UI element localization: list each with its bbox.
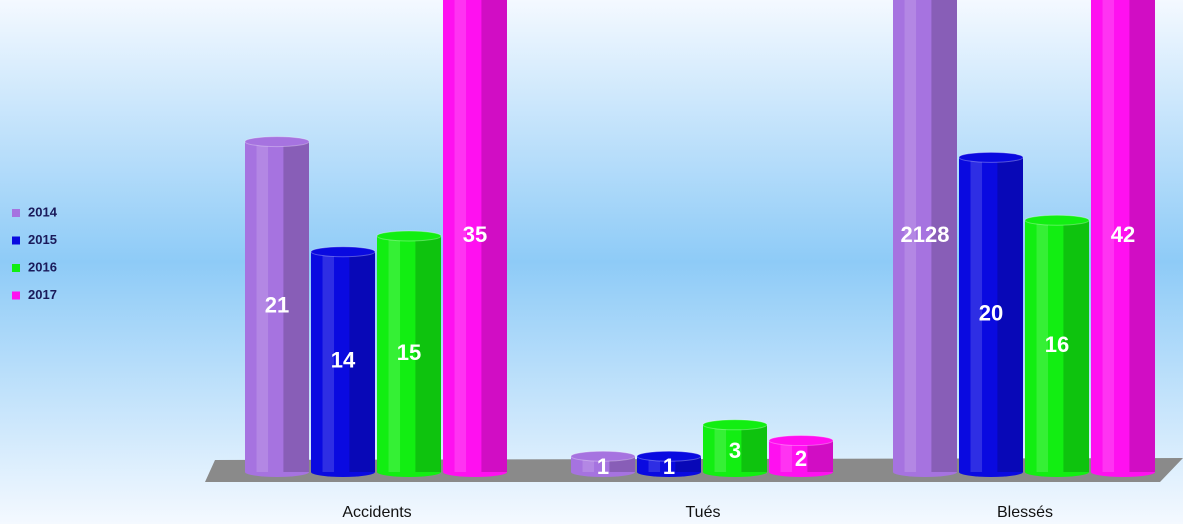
bar <box>1091 0 1155 472</box>
legend-swatch <box>12 236 20 245</box>
bar-shade <box>349 251 375 472</box>
bar-cap <box>570 450 636 462</box>
data-label: 3 <box>729 438 741 463</box>
bar <box>959 157 1023 473</box>
bar <box>245 141 309 472</box>
bar-shine <box>780 440 793 472</box>
legend-swatch <box>12 291 20 300</box>
bar <box>703 424 767 472</box>
legend-swatch <box>12 209 20 217</box>
bar-shine <box>1036 220 1049 472</box>
bar <box>377 236 441 472</box>
bar-shade <box>415 236 441 472</box>
bar <box>1025 220 1089 472</box>
bar-shade <box>1129 0 1155 472</box>
bar-shade <box>997 157 1023 473</box>
data-label: 21 <box>265 293 289 318</box>
bar-shade <box>1063 220 1089 472</box>
bar-shine <box>322 251 335 472</box>
bar-cap <box>310 246 376 258</box>
x-tick-label: Blessés <box>997 504 1053 521</box>
bar <box>893 0 957 472</box>
bar-cap <box>244 136 310 148</box>
bar-shine <box>1102 0 1115 472</box>
bar-shine <box>454 0 467 473</box>
data-label: 20 <box>979 300 1003 325</box>
bar <box>311 251 375 472</box>
bar-shine <box>388 236 401 472</box>
bar-shade <box>481 0 507 473</box>
bar-shade <box>741 424 767 472</box>
legend-label: 2014 <box>28 204 58 219</box>
bar-shade <box>283 141 309 472</box>
bar-shine <box>648 456 661 472</box>
bar <box>443 0 507 473</box>
data-label: 1 <box>663 454 675 479</box>
bar <box>769 440 833 472</box>
data-label: 2128 <box>901 222 950 247</box>
data-label: 35 <box>463 222 487 247</box>
bar-shine <box>970 157 983 473</box>
bar-cap <box>636 450 702 462</box>
legend-swatch <box>12 264 20 272</box>
bar-shine <box>904 0 917 472</box>
legend-label: 2015 <box>28 232 57 247</box>
data-label: 14 <box>331 348 356 373</box>
legend-label: 2016 <box>28 259 57 274</box>
bar-shine <box>582 456 595 472</box>
x-tick-label: Tués <box>686 504 721 521</box>
bar-cap <box>376 230 442 242</box>
bar-shade <box>807 440 833 472</box>
bar-shine <box>714 424 727 472</box>
bar-shade <box>931 0 957 472</box>
bar-cap <box>768 435 834 447</box>
data-label: 15 <box>397 340 421 365</box>
bar-shine <box>256 141 269 472</box>
data-label: 1 <box>597 454 609 479</box>
legend-label: 2017 <box>28 287 57 302</box>
x-tick-label: Accidents <box>342 504 411 521</box>
bar-cap <box>958 151 1024 163</box>
data-label: 2 <box>795 446 807 471</box>
data-label: 16 <box>1045 332 1069 357</box>
bar-cap <box>1024 214 1090 226</box>
bar-cap <box>702 419 768 431</box>
data-label: 42 <box>1111 222 1135 247</box>
